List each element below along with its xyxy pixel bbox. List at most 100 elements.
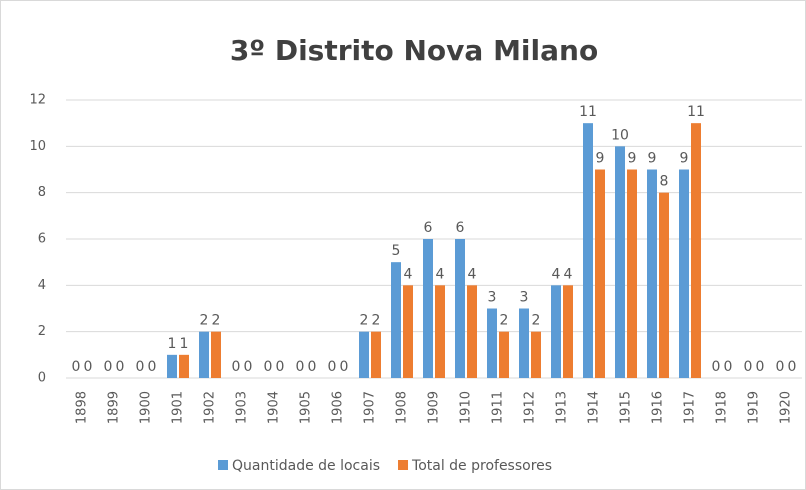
- data-label: 0: [72, 359, 81, 375]
- data-label: 10: [611, 127, 629, 143]
- data-label: 5: [392, 243, 401, 259]
- bar: [659, 192, 669, 378]
- data-label: 2: [500, 313, 509, 329]
- bar: [563, 285, 573, 378]
- legend-label: Quantidade de locais: [232, 458, 380, 474]
- data-label: 0: [148, 359, 157, 375]
- data-label: 0: [84, 359, 93, 375]
- data-label: 0: [116, 359, 125, 375]
- data-label: 0: [328, 359, 337, 375]
- data-label: 0: [756, 359, 765, 375]
- bar: [647, 169, 657, 378]
- x-tick-label: 1903: [235, 391, 250, 424]
- data-label: 6: [456, 220, 465, 236]
- x-tick-label: 1918: [715, 391, 730, 424]
- bar: [691, 123, 701, 379]
- x-tick-label: 1910: [459, 391, 474, 424]
- data-label: 0: [232, 359, 241, 375]
- x-tick-label: 1901: [171, 391, 186, 424]
- bar: [423, 239, 433, 378]
- data-label: 2: [212, 313, 221, 329]
- y-tick-label: 10: [29, 139, 46, 154]
- x-tick-label: 1911: [491, 391, 506, 424]
- data-label: 0: [340, 359, 349, 375]
- bar: [519, 308, 529, 378]
- x-tick-label: 1907: [363, 391, 378, 424]
- bar: [199, 331, 209, 378]
- x-tick-label: 1906: [331, 391, 346, 424]
- data-label: 11: [687, 104, 705, 120]
- data-label: 2: [372, 313, 381, 329]
- data-label: 6: [424, 220, 433, 236]
- data-label: 9: [680, 151, 689, 167]
- data-label: 4: [564, 266, 573, 282]
- data-label: 0: [308, 359, 317, 375]
- data-label: 0: [276, 359, 285, 375]
- y-tick-label: 4: [38, 278, 46, 293]
- data-label: 8: [660, 174, 669, 190]
- bar: [627, 169, 637, 378]
- x-tick-label: 1913: [555, 391, 570, 424]
- x-tick-label: 1914: [587, 391, 602, 424]
- data-label: 2: [360, 313, 369, 329]
- data-label: 9: [648, 151, 657, 167]
- x-tick-label: 1904: [267, 391, 282, 424]
- legend-swatch: [398, 460, 409, 470]
- x-tick-label: 1909: [427, 391, 442, 424]
- x-tick-label: 1905: [299, 391, 314, 424]
- x-tick-label: 1917: [683, 391, 698, 424]
- bar: [371, 331, 381, 378]
- data-label: 0: [744, 359, 753, 375]
- data-label: 0: [712, 359, 721, 375]
- bar: [487, 308, 497, 378]
- bar: [403, 285, 413, 378]
- data-label: 3: [520, 290, 529, 306]
- data-label: 0: [104, 359, 113, 375]
- data-label: 2: [532, 313, 541, 329]
- bar: [679, 169, 689, 378]
- x-tick-label: 1919: [747, 391, 762, 424]
- data-label: 4: [404, 266, 413, 282]
- data-label: 0: [724, 359, 733, 375]
- x-tick-label: 1902: [203, 391, 218, 424]
- data-label: 1: [168, 336, 177, 352]
- bar: [391, 262, 401, 378]
- bar: [531, 331, 541, 378]
- x-tick-label: 1899: [107, 391, 122, 424]
- x-tick-label: 1920: [779, 391, 794, 424]
- bar: [435, 285, 445, 378]
- x-tick-label: 1898: [75, 391, 90, 424]
- data-label: 0: [136, 359, 145, 375]
- data-label: 0: [244, 359, 253, 375]
- x-tick-label: 1916: [651, 391, 666, 424]
- bar: [467, 285, 477, 378]
- bar: [583, 123, 593, 379]
- bar: [615, 146, 625, 378]
- legend-swatch: [218, 460, 228, 470]
- data-label: 0: [296, 359, 305, 375]
- data-label: 9: [628, 151, 637, 167]
- data-label: 0: [264, 359, 273, 375]
- y-tick-label: 2: [38, 324, 46, 339]
- data-label: 11: [579, 104, 597, 120]
- bar: [499, 331, 509, 378]
- y-tick-label: 8: [38, 185, 46, 200]
- data-label: 1: [180, 336, 189, 352]
- data-label: 2: [200, 313, 209, 329]
- bar: [455, 239, 465, 378]
- chart-title: 3º Distrito Nova Milano: [230, 34, 598, 67]
- bar: [595, 169, 605, 378]
- bar: [179, 354, 189, 378]
- data-label: 9: [596, 151, 605, 167]
- legend-label: Total de professores: [411, 458, 552, 474]
- y-tick-label: 0: [38, 371, 46, 386]
- x-tick-label: 1900: [139, 391, 154, 424]
- data-label: 4: [552, 266, 561, 282]
- data-label: 0: [788, 359, 797, 375]
- x-tick-label: 1908: [395, 391, 410, 424]
- bar: [551, 285, 561, 378]
- bar: [211, 331, 221, 378]
- y-tick-label: 12: [29, 93, 46, 108]
